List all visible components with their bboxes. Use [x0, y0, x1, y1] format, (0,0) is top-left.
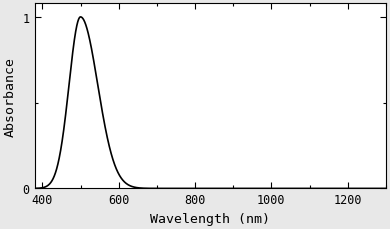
- X-axis label: Wavelength (nm): Wavelength (nm): [150, 212, 270, 225]
- Y-axis label: Absorbance: Absorbance: [4, 57, 17, 136]
